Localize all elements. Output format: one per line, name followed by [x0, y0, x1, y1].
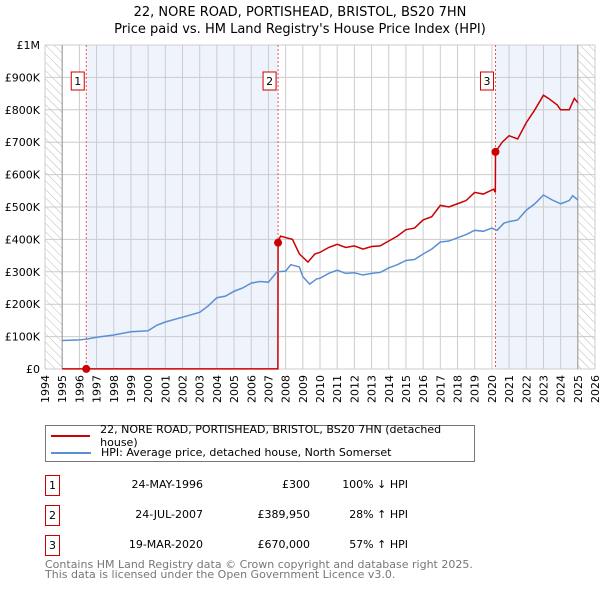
- x-tick-label: 2006: [245, 375, 258, 403]
- y-tick-label: £300K: [5, 266, 41, 279]
- x-tick-label: 2009: [297, 375, 310, 403]
- x-tick-label: 2001: [159, 375, 172, 403]
- y-tick-label: £0: [26, 363, 40, 376]
- y-tick-label: £100K: [5, 331, 41, 344]
- x-tick-label: 2008: [280, 375, 293, 403]
- x-tick-label: 2023: [537, 375, 550, 403]
- x-tick-label: 2000: [142, 375, 155, 403]
- x-tick-label: 2013: [366, 375, 379, 403]
- x-tick-label: 2004: [211, 375, 224, 403]
- sale-point: [274, 238, 283, 247]
- x-tick-label: 2021: [503, 375, 516, 403]
- title-address: 22, NORE ROAD, PORTISHEAD, BRISTOL, BS20…: [133, 5, 467, 20]
- transaction-date: 24-MAY-1996: [131, 478, 203, 491]
- x-tick-label: 1995: [56, 375, 69, 403]
- x-tick-label: 2014: [383, 375, 396, 403]
- sale-label-box: [262, 71, 277, 91]
- sale-label: 3: [483, 75, 490, 88]
- y-tick-label: £500K: [5, 201, 41, 214]
- x-tick-label: 1994: [39, 375, 52, 403]
- transaction-date: 19-MAR-2020: [128, 538, 203, 551]
- x-tick-label: 2015: [400, 375, 413, 403]
- chart-title: 22, NORE ROAD, PORTISHEAD, BRISTOL, BS20…: [0, 4, 600, 38]
- footer-copyright: Contains HM Land Registry data © Crown c…: [45, 558, 473, 571]
- x-tick-label: 1997: [91, 375, 104, 403]
- transaction-row: 1 24-MAY-1996 £300 100% ↓ HPI: [45, 475, 465, 496]
- x-tick-label: 2020: [486, 375, 499, 403]
- footer: Contains HM Land Registry data © Crown c…: [45, 558, 473, 581]
- legend-red-line: [51, 434, 91, 437]
- x-tick-label: 2012: [348, 375, 361, 403]
- sale-label: 2: [266, 75, 273, 88]
- x-tick-label: 1999: [125, 375, 138, 403]
- legend-label-hpi: HPI: Average price, detached house, Nort…: [101, 446, 392, 459]
- x-tick-label: 2010: [314, 375, 327, 403]
- legend-item-hpi: HPI: Average price, detached house, Nort…: [46, 444, 391, 461]
- x-tick-label: 2026: [589, 375, 600, 403]
- y-tick-label: £800K: [5, 104, 41, 117]
- x-tick-label: 2024: [555, 375, 568, 403]
- sale-label: 1: [74, 75, 81, 88]
- x-tick-label: 1996: [73, 375, 86, 403]
- transaction-hpi: 57% ↑ HPI: [349, 538, 408, 551]
- x-tick-label: 2016: [417, 375, 430, 403]
- x-tick-label: 2018: [452, 375, 465, 403]
- x-tick-label: 2011: [331, 375, 344, 403]
- title-subtitle: Price paid vs. HM Land Registry's House …: [114, 22, 486, 37]
- legend-item-property: 22, NORE ROAD, PORTISHEAD, BRISTOL, BS20…: [46, 423, 474, 449]
- y-tick-label: £1M: [17, 39, 41, 52]
- sale-point: [491, 147, 500, 156]
- transaction-price: £300: [282, 478, 310, 491]
- transaction-row: 2 24-JUL-2007 £389,950 28% ↑ HPI: [45, 505, 465, 526]
- x-tick-label: 2002: [177, 375, 190, 403]
- footer-licence: This data is licensed under the Open Gov…: [45, 568, 396, 581]
- transaction-badge: 2: [45, 505, 60, 526]
- y-tick-label: £700K: [5, 136, 41, 149]
- transaction-price: £389,950: [257, 508, 311, 521]
- transaction-badge: 3: [45, 535, 60, 556]
- y-tick-label: £200K: [5, 298, 41, 311]
- y-tick-label: £900K: [5, 71, 41, 84]
- sale-label-box: [70, 71, 85, 91]
- transaction-hpi: 28% ↑ HPI: [349, 508, 408, 521]
- x-tick-label: 2019: [469, 375, 482, 403]
- transaction-date: 24-JUL-2007: [135, 508, 203, 521]
- x-tick-label: 2022: [520, 375, 533, 403]
- property-price-line: [62, 94, 579, 370]
- sale-label-box: [479, 71, 494, 91]
- legend: 22, NORE ROAD, PORTISHEAD, BRISTOL, BS20…: [45, 423, 475, 462]
- sale-point: [82, 364, 91, 373]
- x-tick-label: 2017: [434, 375, 447, 403]
- legend-blue-line: [51, 451, 91, 454]
- x-tick-label: 2025: [572, 375, 585, 403]
- hpi-line: [62, 194, 579, 342]
- transaction-row: 3 19-MAR-2020 £670,000 57% ↑ HPI: [45, 535, 465, 556]
- transaction-price: £670,000: [257, 538, 311, 551]
- price-chart: 1994 1995 1996 1997 1998 1999 2000 2001 2002 2003…: [5, 39, 600, 403]
- x-tick-label: 2007: [262, 375, 275, 403]
- x-tick-label: 2005: [228, 375, 241, 403]
- x-tick-label: 2003: [194, 375, 207, 403]
- y-tick-label: £400K: [5, 233, 41, 246]
- x-tick-label: 1998: [108, 375, 121, 403]
- transaction-badge: 1: [45, 475, 60, 496]
- transaction-hpi: 100% ↓ HPI: [342, 478, 408, 491]
- y-tick-label: £600K: [5, 169, 41, 182]
- legend-label-property: 22, NORE ROAD, PORTISHEAD, BRISTOL, BS20…: [100, 422, 442, 449]
